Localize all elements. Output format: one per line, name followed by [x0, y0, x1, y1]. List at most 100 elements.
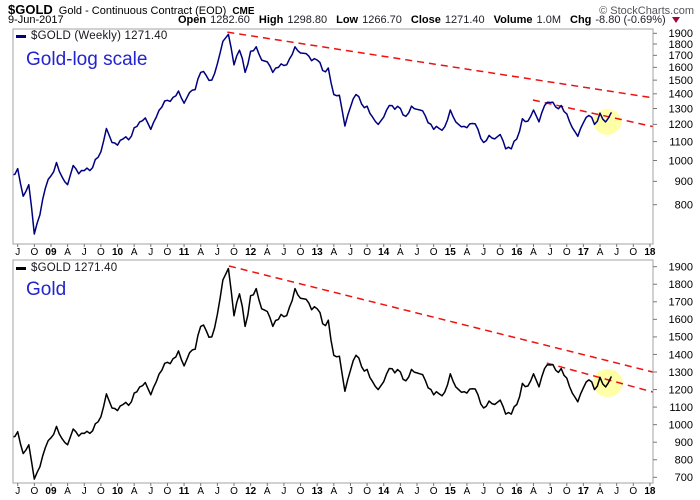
- y-tick-label: 1700: [669, 50, 693, 62]
- open-value: Open 1282.60: [178, 14, 250, 26]
- x-tick-label: O: [97, 486, 105, 497]
- y-tick-label: 1500: [669, 75, 693, 87]
- x-tick-label: O: [430, 247, 438, 258]
- close-value: Close 1271.40: [410, 14, 485, 26]
- x-tick-label: A: [464, 486, 471, 497]
- y-tick-label: 1600: [669, 62, 693, 74]
- log-panel-legend: $GOLD (Weekly) 1271.40: [16, 30, 168, 42]
- x-tick-label: 15: [445, 247, 457, 258]
- x-tick-label: A: [131, 486, 138, 497]
- x-tick-label: O: [30, 247, 38, 258]
- x-tick-label: 10: [112, 247, 124, 258]
- gold-price-line: [13, 33, 612, 235]
- y-axis: 1900180017001600150014001300120011001000…: [653, 28, 693, 212]
- x-tick-label: O: [563, 247, 571, 258]
- y-tick-label: 1800: [669, 279, 693, 291]
- ohlc-values: Open 1282.60 High 1298.80 Low 1266.70 Cl…: [178, 14, 680, 26]
- log-panel-title: $GOLD (Weekly) 1271.40: [31, 30, 168, 42]
- y-axis: 1900180017001600150014001300120011001000…: [653, 262, 693, 484]
- x-tick-label: A: [597, 247, 604, 258]
- x-tick-label: 12: [245, 247, 257, 258]
- x-tick-label: J: [348, 486, 353, 497]
- x-tick-label: A: [597, 486, 604, 497]
- y-tick-label: 1400: [669, 89, 693, 101]
- x-tick-label: J: [481, 486, 486, 497]
- x-tick-label: A: [397, 247, 404, 258]
- linear-series-dash-icon: [16, 266, 26, 270]
- y-tick-label: 1200: [669, 384, 693, 396]
- instrument-name: Gold - Continuous Contract (EOD): [58, 5, 227, 17]
- x-tick-label: J: [614, 247, 619, 258]
- y-tick-label: 700: [675, 472, 693, 484]
- x-tick-label: J: [215, 247, 220, 258]
- x-tick-label: O: [363, 247, 371, 258]
- x-tick-label: J: [548, 247, 553, 258]
- x-tick-label: J: [215, 486, 220, 497]
- y-tick-label: 1600: [669, 314, 693, 326]
- y-tick-label: 1400: [669, 349, 693, 361]
- high-value: High 1298.80: [258, 14, 328, 26]
- x-tick-label: 18: [644, 486, 656, 497]
- x-tick-label: 14: [378, 247, 390, 258]
- x-tick-label: J: [481, 247, 486, 258]
- x-tick-label: A: [264, 486, 271, 497]
- y-tick-label: 1300: [669, 103, 693, 115]
- x-tick-label: A: [330, 486, 337, 497]
- symbol: $GOLD: [8, 2, 53, 17]
- x-tick-label: A: [397, 486, 404, 497]
- x-tick-label: O: [230, 247, 238, 258]
- x-tick-label: O: [164, 486, 172, 497]
- x-tick-label: J: [281, 486, 286, 497]
- x-tick-label: 11: [179, 486, 190, 497]
- gold-label: Gold: [26, 279, 67, 300]
- linear-price-panel: 1900 1800 1700 1600 1500 1400 1300 1200 1100 1000…: [12, 259, 693, 497]
- y-tick-label: 1800: [669, 39, 693, 51]
- x-tick-label: A: [464, 247, 471, 258]
- x-tick-label: J: [614, 486, 619, 497]
- x-tick-label: 16: [511, 486, 523, 497]
- x-tick-label: O: [30, 486, 38, 497]
- y-tick-label: 1100: [669, 136, 693, 148]
- x-tick-label: O: [629, 247, 637, 258]
- x-tick-label: J: [348, 247, 353, 258]
- y-tick-label: 900: [675, 176, 693, 188]
- x-tick-label: O: [430, 486, 438, 497]
- x-tick-label: J: [415, 247, 420, 258]
- x-tick-label: 09: [45, 486, 57, 497]
- x-tick-label: O: [629, 486, 637, 497]
- stockcharts-credit: © StockCharts.com: [599, 5, 694, 17]
- x-tick-label: 18: [644, 247, 656, 258]
- quote-date: 9-Jun-2017: [8, 14, 64, 26]
- x-tick-label: 13: [312, 247, 324, 258]
- x-axis: J O 09 A J O 10 A J O 11 A J O 12 A J O 13 A J O 14 A J O 15 A J O 16 A…: [15, 244, 656, 258]
- y-tick-label: 1100: [669, 402, 693, 414]
- x-tick-label: O: [496, 486, 504, 497]
- y-tick-label: 1900: [669, 28, 693, 40]
- x-tick-label: A: [530, 486, 537, 497]
- x-tick-label: A: [197, 247, 204, 258]
- log-series-dash-icon: [16, 34, 26, 38]
- y-tick-label: 1000: [669, 419, 693, 431]
- volume-value: Volume 1.0M: [493, 14, 561, 26]
- low-value: Low 1266.70: [336, 14, 402, 26]
- linear-panel-title: $GOLD 1271.40: [31, 262, 118, 274]
- exchange: CME: [232, 6, 255, 17]
- x-tick-label: O: [230, 486, 238, 497]
- x-tick-label: J: [281, 247, 286, 258]
- long-term-resistance-trendline: [227, 31, 653, 99]
- y-tick-label: 1200: [669, 119, 693, 131]
- x-tick-label: 13: [312, 486, 324, 497]
- x-tick-label: J: [415, 486, 420, 497]
- log-scale-label: Gold-log scale: [26, 49, 148, 70]
- y-tick-label: 1900: [669, 262, 693, 274]
- x-tick-label: J: [15, 247, 20, 258]
- x-tick-label: O: [496, 247, 504, 258]
- y-tick-label: 1300: [669, 367, 693, 379]
- quote-row: 9-Jun-2017 Open 1282.60 High 1298.80 Low…: [8, 14, 694, 27]
- x-tick-label: 12: [245, 486, 257, 497]
- x-tick-label: A: [264, 247, 271, 258]
- x-axis: J O 09 A J O 10 A J O 11 A J O 12 A J O 13 A J O 14 A J O 15 A J O 16 A…: [15, 483, 656, 497]
- change-value: Chg -8.80 (-0.69%): [570, 14, 680, 26]
